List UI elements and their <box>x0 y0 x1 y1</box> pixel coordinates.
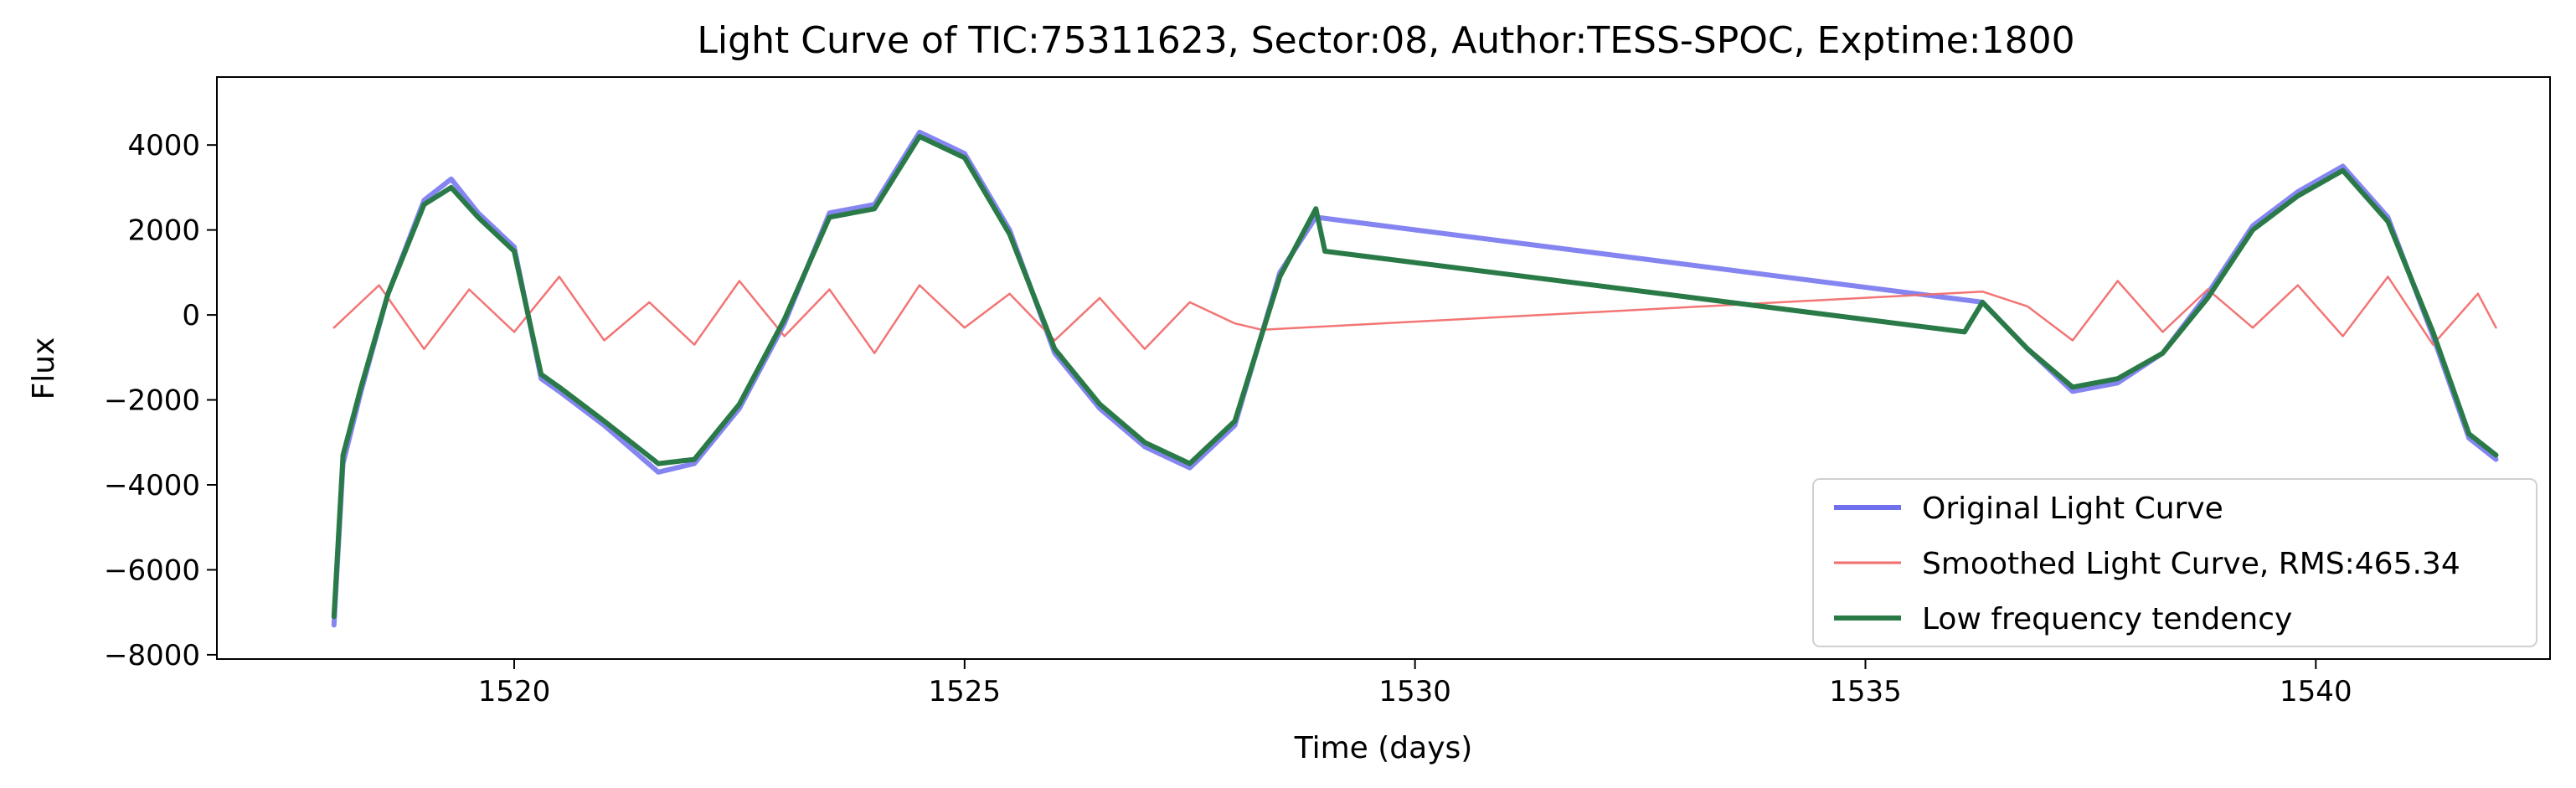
y-tick-label: 0 <box>182 299 200 332</box>
legend-label-tendency: Low frequency tendency <box>1922 602 2292 636</box>
y-axis-label: Flux <box>27 337 61 400</box>
y-axis: −8000 −6000 −4000 −2000 0 2000 4000 <box>104 129 217 672</box>
y-tick-label: 2000 <box>127 214 200 248</box>
legend-box <box>1812 478 2537 647</box>
legend-label-original: Original Light Curve <box>1922 492 2223 526</box>
x-tick-label: 1540 <box>2280 675 2352 708</box>
y-tick-label: −4000 <box>104 469 200 502</box>
y-tick-label: −6000 <box>104 554 200 587</box>
y-tick-label: −2000 <box>104 384 200 418</box>
x-tick-label: 1525 <box>929 675 1002 708</box>
x-axis-label: Time (days) <box>1294 731 1473 765</box>
series-line-smoothed <box>332 276 2497 354</box>
legend-label-smoothed: Smoothed Light Curve, RMS:465.34 <box>1922 547 2460 581</box>
series-line-tendency <box>331 134 2499 620</box>
legend: Original Light Curve Smoothed Light Curv… <box>1812 478 2537 647</box>
x-tick-label: 1530 <box>1378 675 1451 708</box>
y-tick-label: 4000 <box>127 129 200 162</box>
axes-frame <box>216 76 2551 660</box>
chart-title: Light Curve of TIC:75311623, Sector:08, … <box>697 19 2074 62</box>
y-tick-label: −8000 <box>104 639 200 672</box>
x-tick-label: 1535 <box>1829 675 1902 708</box>
plot-area <box>216 76 2551 660</box>
x-tick-label: 1520 <box>478 675 551 708</box>
series-layer <box>331 129 2499 628</box>
x-axis: 1520 1525 1530 1535 1540 <box>478 659 2352 708</box>
